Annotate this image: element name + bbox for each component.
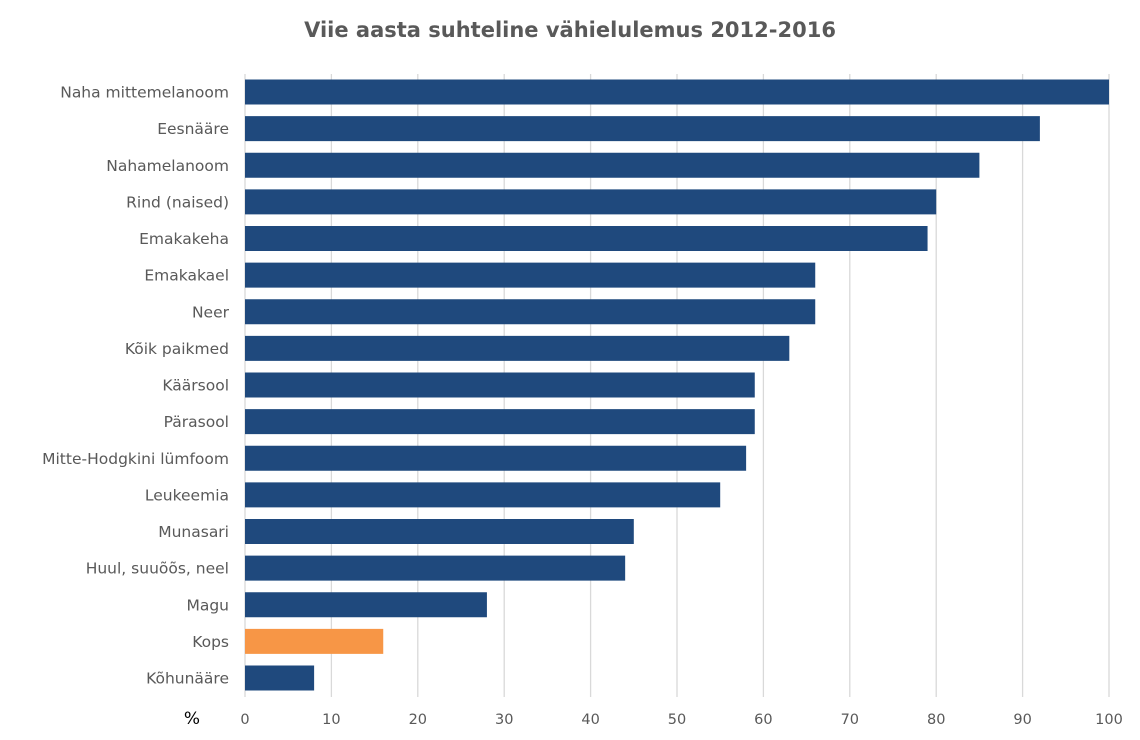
category-label: Kõhunääre: [146, 670, 229, 688]
bar: [245, 189, 937, 215]
bar: [245, 628, 384, 654]
category-label: Eesnääre: [157, 120, 229, 138]
x-tick-label: 10: [322, 712, 340, 728]
x-tick-label: 60: [754, 712, 772, 728]
bar: [245, 555, 626, 581]
bar: [245, 592, 487, 618]
bar: [245, 409, 755, 435]
bar: [245, 79, 1109, 105]
category-label: Pärasool: [164, 413, 229, 431]
x-axis-unit-label: %: [184, 709, 200, 729]
category-label: Rind (naised): [126, 193, 229, 211]
bar: [245, 445, 747, 471]
category-label: Emakakeha: [139, 230, 229, 248]
x-tick-label: 90: [1013, 712, 1031, 728]
bar: [245, 335, 790, 361]
category-label: Huul, suuõõs, neel: [86, 560, 229, 578]
category-label: Käärsool: [162, 377, 229, 395]
category-label: Kõik paikmed: [125, 340, 229, 358]
chart-title: Viie aasta suhteline vähielulemus 2012-2…: [304, 18, 836, 42]
x-tick-label: 0: [240, 712, 249, 728]
category-label: Leukeemia: [145, 486, 229, 504]
category-label: Magu: [186, 596, 229, 614]
bar: [245, 152, 980, 178]
bar: [245, 372, 755, 398]
bar: [245, 262, 816, 288]
category-label: Neer: [192, 303, 230, 321]
x-tick-label: 70: [841, 712, 859, 728]
x-tick-label: 40: [581, 712, 599, 728]
bar: [245, 482, 721, 508]
x-tick-label: 30: [495, 712, 513, 728]
x-tick-label: 80: [927, 712, 945, 728]
category-label: Naha mittemelanoom: [60, 84, 229, 102]
x-tick-label: 100: [1095, 712, 1123, 728]
bar: [245, 519, 634, 544]
x-tick-label: 50: [668, 712, 686, 728]
x-tick-label: 20: [409, 712, 427, 728]
bar: [245, 665, 315, 691]
category-label: Nahamelanoom: [106, 157, 229, 175]
category-label: Emakakael: [144, 267, 229, 285]
category-label: Munasari: [158, 523, 229, 541]
bar: [245, 299, 816, 325]
category-label: Kops: [192, 633, 229, 651]
category-label: Mitte-Hodgkini lümfoom: [42, 450, 229, 468]
bar: [245, 226, 928, 251]
bar: [245, 116, 1040, 142]
